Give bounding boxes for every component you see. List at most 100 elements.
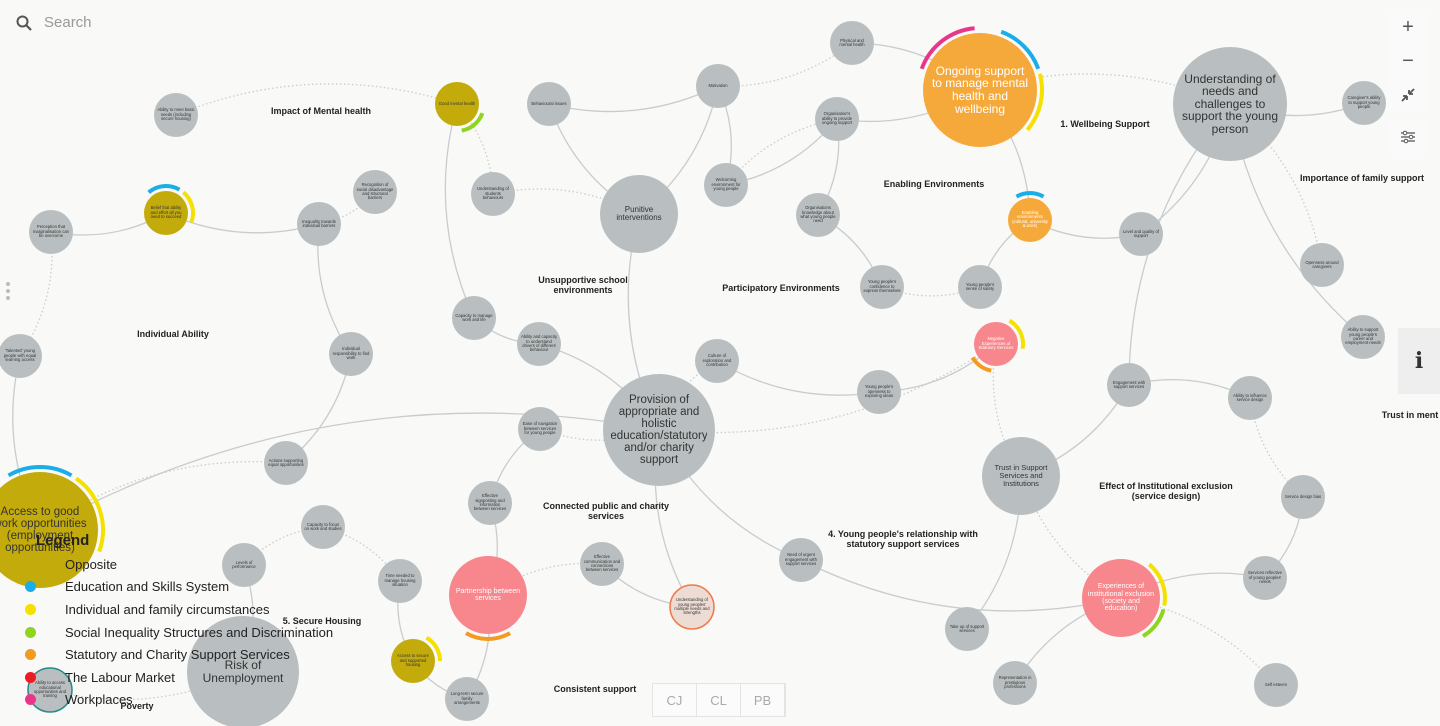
- node-circle: [0, 334, 42, 378]
- view-tab[interactable]: PB: [741, 684, 785, 716]
- node[interactable]: Engagement with support services: [1107, 363, 1151, 407]
- node[interactable]: Negative Experiences of Statutory Servic…: [974, 322, 1018, 366]
- node[interactable]: Recognition of social disadvantage and s…: [353, 170, 397, 214]
- node[interactable]: Enabling environments (cultural, univers…: [1008, 198, 1052, 242]
- node-label: Risk of Unemployment: [202, 658, 284, 685]
- node-label-box: Level and quality of support: [1123, 229, 1159, 238]
- node[interactable]: Time needed to manage housing situation: [378, 559, 422, 603]
- group-label: Individual Ability: [137, 328, 209, 339]
- node[interactable]: Ability to influence service design: [1228, 376, 1272, 420]
- node[interactable]: Effective signposting and information be…: [468, 481, 512, 525]
- node[interactable]: Understanding of needs and challenges to…: [1173, 47, 1287, 161]
- zoom-out[interactable]: −: [1386, 44, 1430, 78]
- node[interactable]: Young people's confidence to express the…: [860, 265, 904, 309]
- node[interactable]: Culture of exploration and contribution: [695, 339, 739, 383]
- node[interactable]: Organisations knowledge about what young…: [796, 193, 840, 237]
- node[interactable]: Belief that ability and effort all you n…: [144, 191, 188, 235]
- node[interactable]: Understanding of students behaviours: [471, 172, 515, 216]
- node[interactable]: Understanding of young peoples' multiple…: [669, 584, 715, 630]
- node-label-box: Services reflective of young peoples' ne…: [1248, 571, 1282, 584]
- group-label: Poverty: [120, 700, 154, 711]
- node[interactable]: Ongoing support to manage mental health …: [923, 33, 1037, 147]
- legend-item[interactable]: Statutory and Charity Support Services: [24, 643, 333, 666]
- node[interactable]: Representation in prestigious profession…: [993, 661, 1037, 705]
- node[interactable]: Capacity to focus on work and studies: [301, 505, 345, 549]
- legend-item[interactable]: The Labour Market: [24, 666, 333, 689]
- node-circle: [958, 265, 1002, 309]
- node[interactable]: Ease of navigation between services for …: [518, 407, 562, 451]
- search-icon: [16, 15, 32, 31]
- node-label-box: Good mental health: [438, 100, 476, 106]
- node[interactable]: Services reflective of young peoples' ne…: [1243, 556, 1287, 600]
- node-circle: [391, 639, 435, 683]
- node[interactable]: Ability to support young people's career…: [1341, 315, 1385, 359]
- node[interactable]: Organisation's ability to provide ongoin…: [815, 97, 859, 141]
- node[interactable]: Motivation: [696, 64, 740, 108]
- node[interactable]: Experiences of institutional exclusion (…: [1082, 559, 1160, 637]
- node-ring: [919, 26, 975, 70]
- node[interactable]: Risk of Unemployment: [187, 616, 299, 726]
- node[interactable]: Perception that marginalisation can be o…: [29, 210, 73, 254]
- node[interactable]: Effective communication and connections …: [580, 542, 624, 586]
- search-bar[interactable]: Search: [16, 14, 92, 31]
- node[interactable]: Young people's sense of safety: [958, 265, 1002, 309]
- node[interactable]: Ability to meet basic needs (including s…: [154, 93, 198, 137]
- node[interactable]: Physical and mental health: [830, 21, 874, 65]
- node[interactable]: Access to good work opportunities (emplo…: [0, 472, 98, 588]
- node[interactable]: Need of urgent engagement with support s…: [779, 538, 823, 582]
- node-ring: [970, 356, 992, 373]
- node-label: Recognition of social disadvantage and s…: [356, 182, 394, 201]
- node[interactable]: Self esteem: [1254, 663, 1298, 707]
- node[interactable]: Level and quality of support: [1119, 212, 1163, 256]
- legend-item[interactable]: Individual and family circumstances: [24, 598, 333, 621]
- node-label-box: 'Talented' young people with equal learn…: [4, 349, 37, 362]
- node[interactable]: Levels of performance: [222, 543, 266, 587]
- legend-label: Education and Skills System: [65, 579, 230, 595]
- group-label-box: Trust in ment: [1382, 410, 1439, 420]
- zoom-in[interactable]: +: [1386, 10, 1430, 44]
- node-label: Openness around caregivers: [1305, 259, 1339, 269]
- node[interactable]: Individual responsibility to find work: [329, 332, 373, 376]
- node[interactable]: Provision of appropriate and holistic ed…: [603, 374, 715, 486]
- view-tab[interactable]: CL: [697, 684, 741, 716]
- node[interactable]: Openness around caregivers: [1300, 243, 1344, 287]
- legend-item[interactable]: Workplaces: [24, 689, 333, 712]
- node[interactable]: Actions supporting equal opportunities: [264, 441, 308, 485]
- node-label-box: Enabling environments (cultural, univers…: [1012, 210, 1048, 228]
- node-label: Perception that marginalisation can be o…: [32, 224, 70, 239]
- node-label-box: Caregiver's ability to support young peo…: [1347, 95, 1381, 110]
- drag-handle[interactable]: [6, 282, 12, 300]
- node-label: Young people's openness to exploring ide…: [864, 384, 894, 399]
- node[interactable]: Access to secure and supported housing: [391, 639, 435, 683]
- node[interactable]: Service design bias: [1281, 475, 1325, 519]
- node[interactable]: Long-term secure family arrangements: [445, 677, 489, 721]
- node-label-box: Access to secure and supported housing: [397, 654, 429, 667]
- legend-item[interactable]: Education and Skills System: [24, 576, 333, 599]
- node[interactable]: Good mental health: [435, 82, 479, 126]
- node[interactable]: Ability and capacity to understand drive…: [517, 322, 561, 366]
- info-button[interactable]: i: [1398, 328, 1440, 394]
- node[interactable]: Young people's openness to exploring ide…: [857, 370, 901, 414]
- search-placeholder[interactable]: Search: [44, 14, 92, 31]
- node[interactable]: Caregiver's ability to support young peo…: [1342, 81, 1386, 125]
- node[interactable]: 'Talented' young people with equal learn…: [0, 334, 42, 378]
- node[interactable]: Ability to access educational opportunit…: [27, 667, 73, 713]
- node[interactable]: Partnership between services: [449, 556, 527, 634]
- fit-button[interactable]: [1386, 78, 1430, 112]
- node[interactable]: Behavioural issues: [527, 82, 571, 126]
- node[interactable]: Take up of support services: [945, 607, 989, 651]
- node[interactable]: Trust in Support Services and Institutio…: [982, 437, 1060, 515]
- node-circle: [1341, 315, 1385, 359]
- legend-item[interactable]: Opposite: [24, 553, 333, 576]
- node-circle: [779, 538, 823, 582]
- node[interactable]: Capacity to manage work and life: [452, 296, 496, 340]
- view-tab[interactable]: CJ: [653, 684, 697, 716]
- node[interactable]: Inequality towards individual barriers: [297, 202, 341, 246]
- node-label: Caregiver's ability to support young peo…: [1347, 95, 1381, 110]
- node[interactable]: Welcoming environment for young people: [704, 163, 748, 207]
- legend-item[interactable]: Social Inequality Structures and Discrim…: [24, 621, 333, 644]
- settings-button[interactable]: [1386, 120, 1430, 154]
- node-label: Good mental health: [438, 100, 476, 106]
- node[interactable]: Punitive interventions: [600, 175, 678, 253]
- node-label: Understanding of needs and challenges to…: [1181, 71, 1279, 136]
